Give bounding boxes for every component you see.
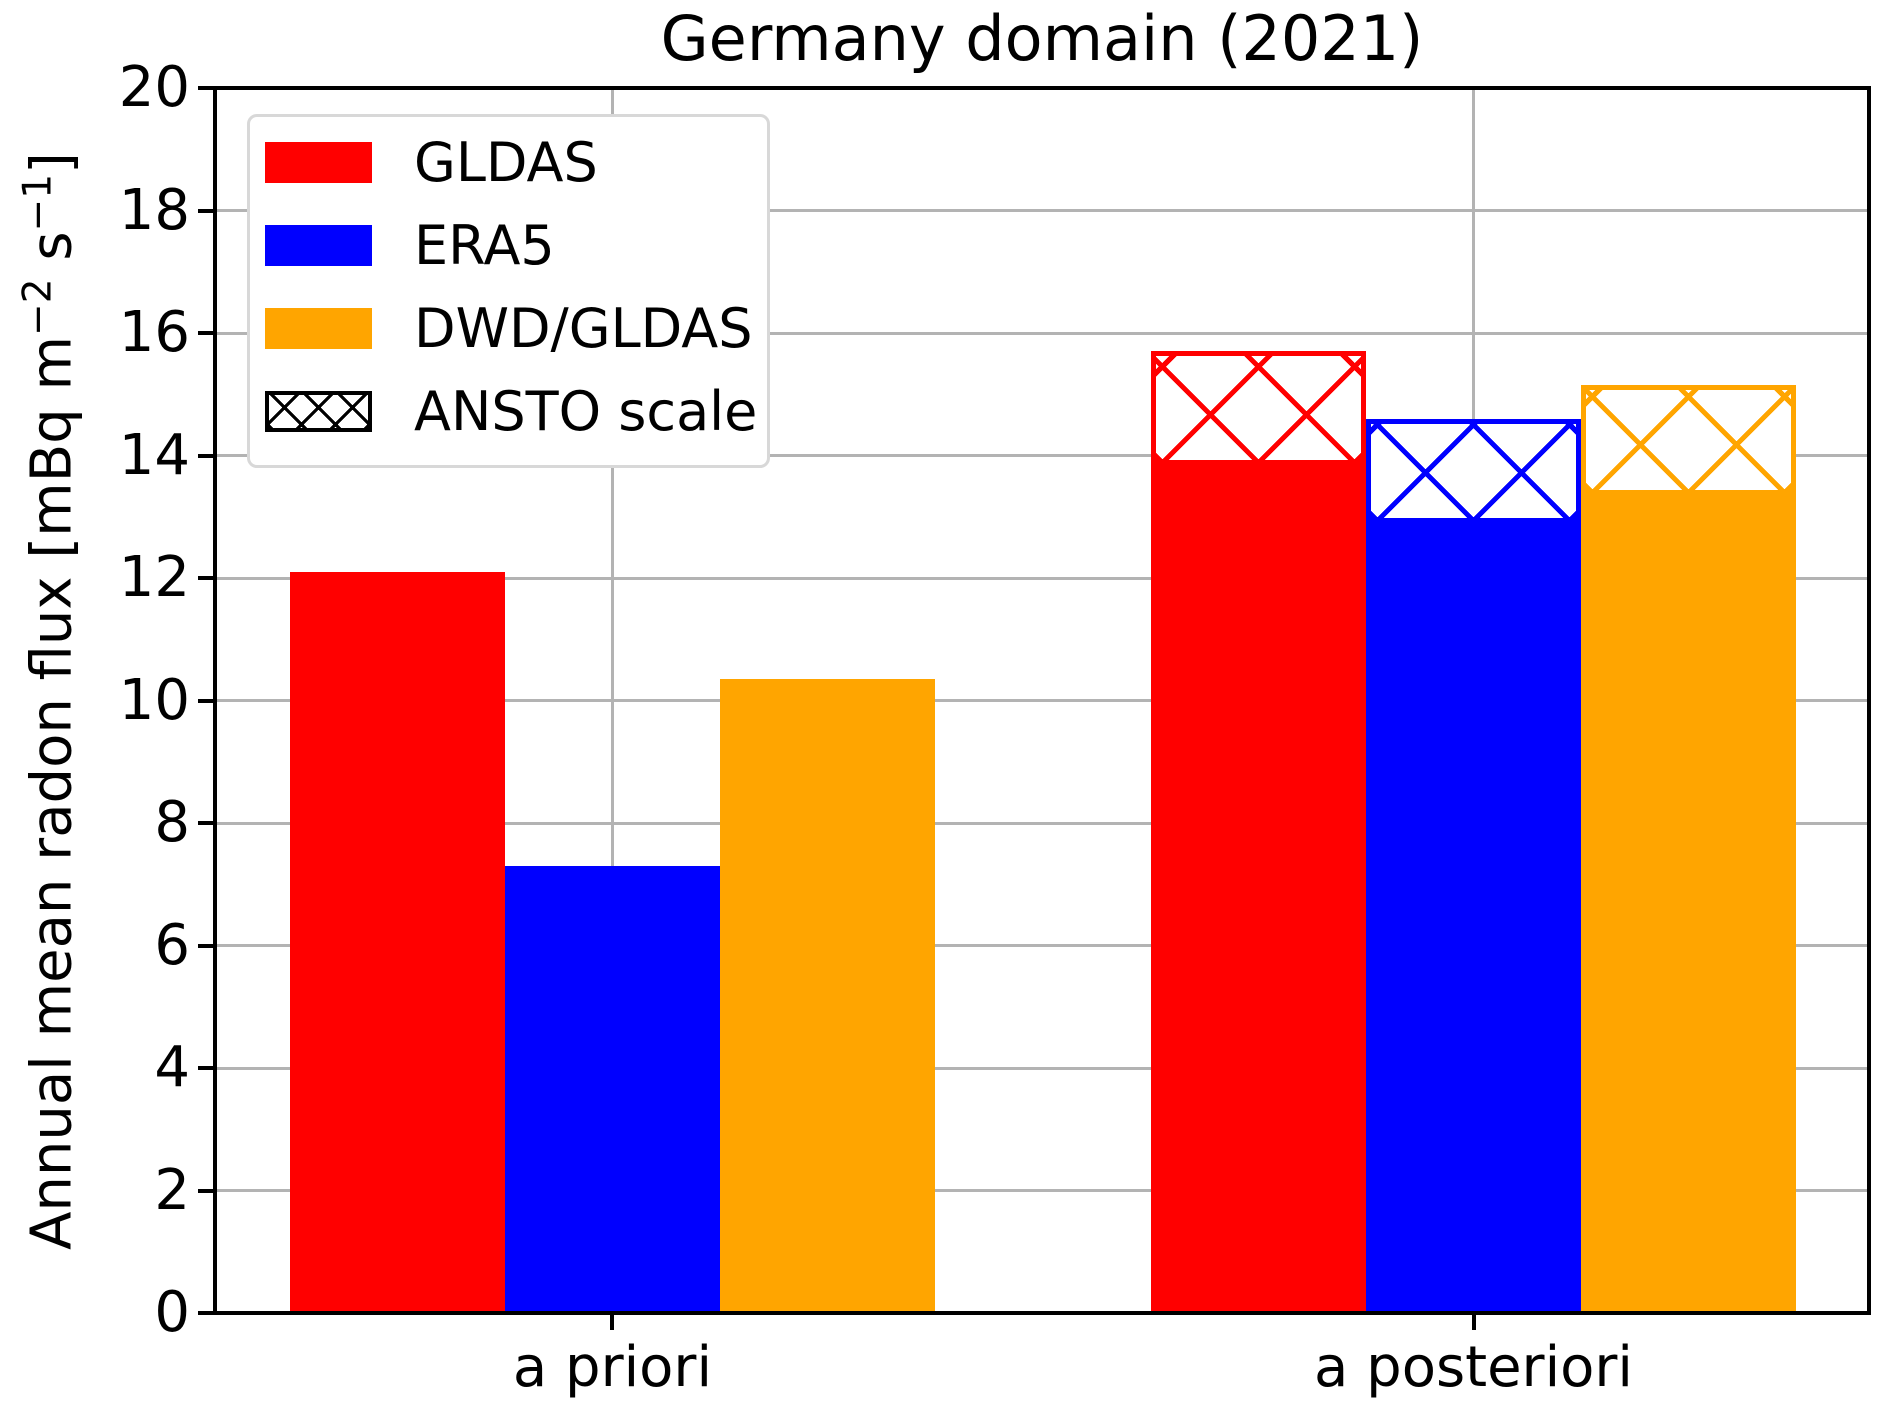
x-gridline-0 (610, 88, 614, 1313)
y-tick-4 (198, 1066, 215, 1070)
y-gridline-10 (215, 699, 1869, 702)
bar-dwd-gldas-a-posteriori (1581, 492, 1797, 1313)
y-tick-10 (198, 698, 215, 703)
y-tick-2 (198, 1188, 215, 1193)
bar-gldas-a-posteriori (1151, 461, 1367, 1313)
bar-era5-a-posteriori (1366, 519, 1582, 1313)
y-tick-label-4: 4 (154, 1035, 190, 1100)
ansto-extension-era5-a-posteriori (1366, 418, 1582, 523)
y-tick-label-6: 6 (154, 912, 190, 978)
y-gridline-2 (215, 1189, 1869, 1192)
legend-color-swatch-icon (265, 225, 372, 266)
spine-right (1867, 86, 1871, 1315)
x-tick-label-1: a posteriori (1314, 1335, 1633, 1400)
y-gridline-14 (215, 454, 1869, 457)
legend: GLDAS ERA5 DWD/GLDAS ANSTO scale (247, 114, 770, 468)
legend-color-swatch-icon (265, 142, 372, 183)
x-tick-0 (610, 1313, 615, 1330)
y-tick-14 (198, 453, 215, 458)
y-gridline-16 (215, 331, 1869, 335)
y-tick-label-2: 2 (154, 1157, 190, 1223)
y-tick-18 (198, 208, 215, 213)
legend-label: DWD/GLDAS (414, 297, 753, 360)
y-tick-label-10: 10 (118, 667, 190, 733)
x-tick-1 (1471, 1313, 1476, 1330)
y-gridline-12 (215, 576, 1869, 580)
y-tick-6 (198, 943, 215, 948)
y-tick-label-12: 12 (118, 545, 190, 610)
bar-gldas-a-priori (289, 571, 505, 1313)
legend-hatch-swatch-icon (265, 391, 372, 432)
legend-item-dwd-gldas: DWD/GLDAS (250, 302, 767, 356)
y-axis-label-suffix: ] (19, 151, 85, 174)
spine-left (213, 86, 217, 1315)
chart-title: Germany domain (2021) (660, 2, 1424, 75)
ansto-extension-gldas-a-posteriori (1151, 351, 1367, 465)
y-gridline-6 (215, 944, 1869, 947)
legend-label: ANSTO scale (414, 380, 758, 443)
legend-label: GLDAS (414, 131, 598, 194)
ansto-extension-dwd-gldas-a-posteriori (1581, 385, 1797, 496)
y-tick-0 (198, 1311, 215, 1315)
y-tick-label-16: 16 (118, 300, 190, 365)
bar-era5-a-priori (504, 865, 720, 1313)
y-tick-16 (198, 331, 215, 335)
y-tick-label-20: 20 (118, 55, 190, 120)
legend-item-gldas: GLDAS (250, 136, 767, 190)
legend-color-swatch-icon (265, 308, 372, 349)
bar-dwd-gldas-a-priori (719, 679, 935, 1313)
legend-label: ERA5 (414, 214, 555, 277)
y-tick-label-8: 8 (154, 790, 190, 855)
spine-bottom (213, 1311, 1871, 1315)
x-tick-label-0: a priori (512, 1335, 712, 1400)
y-gridline-8 (215, 821, 1869, 825)
y-tick-20 (198, 86, 215, 90)
y-tick-12 (198, 576, 215, 580)
spine-top (213, 86, 1871, 90)
y-tick-label-14: 14 (118, 422, 190, 488)
y-gridline-4 (215, 1066, 1869, 1070)
y-tick-label-0: 0 (154, 1280, 190, 1345)
legend-item-ansto-scale: ANSTO scale (250, 385, 767, 439)
y-tick-label-18: 18 (118, 177, 190, 243)
y-gridline-18 (215, 209, 1869, 212)
y-tick-8 (198, 821, 215, 825)
legend-item-era5: ERA5 (250, 219, 767, 273)
